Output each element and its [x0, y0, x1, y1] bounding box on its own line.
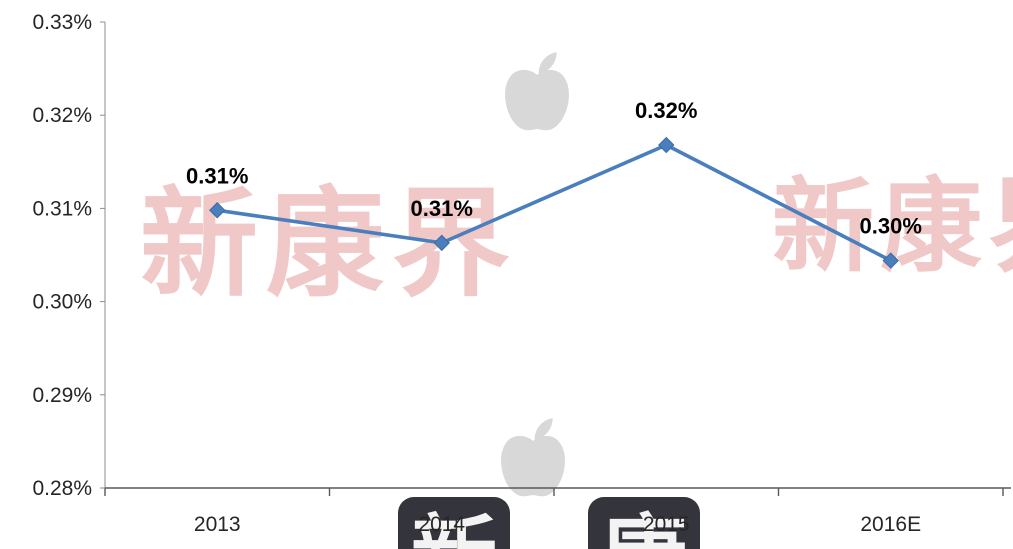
y-tick-label: 0.33% — [32, 11, 92, 34]
y-tick-label: 0.31% — [32, 197, 92, 220]
x-tick-label: 2014 — [418, 513, 465, 536]
watermark-badge — [588, 497, 700, 549]
watermark-badge-glyph: 新 — [411, 506, 497, 549]
x-tick-label: 2013 — [194, 513, 241, 536]
y-tick-label: 0.28% — [32, 477, 92, 500]
apple-body — [505, 69, 569, 131]
watermark-text-right: 新康界 — [772, 168, 1013, 287]
apple-logo-watermark-bottom — [501, 418, 565, 497]
y-tick-label: 0.30% — [32, 291, 92, 314]
data-point — [882, 252, 899, 269]
data-point — [658, 136, 675, 154]
line-segment — [215, 143, 893, 263]
watermark-badge — [398, 497, 510, 549]
data-label: 0.31% — [186, 163, 248, 188]
data-label: 0.32% — [635, 98, 697, 123]
axes: 0.28% 0.29% 0.30% 0.31% 0.32% 0.33% 2013 2014 20… — [32, 11, 1011, 536]
apple-body — [501, 435, 565, 497]
watermark-layer: 新康界新康界新康 — [140, 52, 1013, 549]
data-label: 0.31% — [411, 196, 473, 221]
x-tick-label: 2016E — [860, 513, 921, 536]
apple-leaf — [538, 52, 557, 74]
series-line: 0.31% 0.31% 0.32% 0.30% — [186, 98, 922, 269]
data-point — [433, 234, 450, 252]
apple-logo-watermark-top — [505, 52, 569, 131]
y-tick-label: 0.29% — [32, 384, 92, 407]
watermark-badges-bottom: 新康 — [398, 497, 700, 549]
data-point — [209, 202, 226, 219]
y-tick-label: 0.32% — [32, 104, 92, 127]
data-label: 0.30% — [860, 214, 922, 239]
x-tick-label: 2015 — [643, 513, 690, 536]
apple-leaf — [534, 418, 553, 440]
watermark-badge-glyph: 康 — [601, 506, 687, 549]
